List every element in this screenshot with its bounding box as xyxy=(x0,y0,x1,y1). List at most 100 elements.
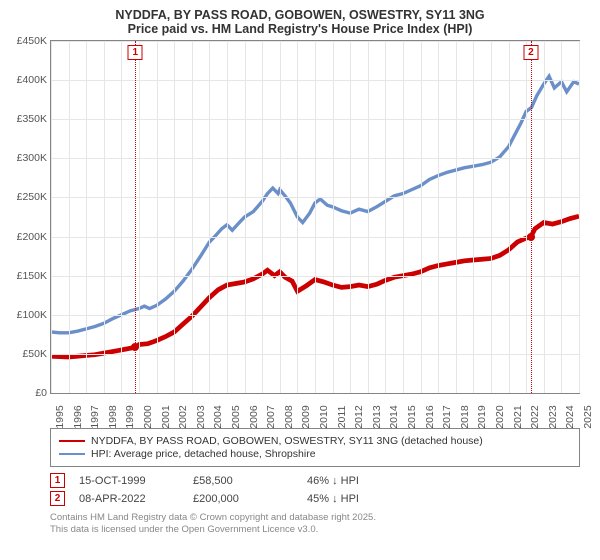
x-axis-label: 2005 xyxy=(227,405,242,428)
sale-detail-badge: 1 xyxy=(50,473,65,488)
sale-detail-rows: 115-OCT-1999£58,50046% ↓ HPI208-APR-2022… xyxy=(50,473,580,506)
plot-area: £0£50K£100K£150K£200K£250K£300K£350K£400… xyxy=(50,40,580,394)
x-axis-label: 1998 xyxy=(104,405,119,428)
sale-marker-badge: 1 xyxy=(128,45,143,60)
x-axis-label: 2025 xyxy=(579,405,594,428)
gridline-v xyxy=(368,41,369,393)
legend-swatch-price-paid xyxy=(59,440,85,442)
x-axis-label: 2013 xyxy=(368,405,383,428)
sale-vs-hpi: 45% ↓ HPI xyxy=(307,493,407,505)
sale-date: 08-APR-2022 xyxy=(79,493,179,505)
x-axis-label: 2022 xyxy=(526,405,541,428)
sale-date: 15-OCT-1999 xyxy=(79,475,179,487)
plot-outer: £0£50K£100K£150K£200K£250K£300K£350K£400… xyxy=(50,40,580,422)
gridline-v xyxy=(51,41,52,393)
y-axis-label: £400K xyxy=(17,74,51,86)
gridline-v xyxy=(280,41,281,393)
gridline-v xyxy=(315,41,316,393)
legend-label-price-paid: NYDDFA, BY PASS ROAD, GOBOWEN, OSWESTRY,… xyxy=(91,435,483,447)
sale-detail-row: 115-OCT-1999£58,50046% ↓ HPI xyxy=(50,473,580,488)
x-axis-label: 1996 xyxy=(69,405,84,428)
gridline-v xyxy=(561,41,562,393)
gridline-v xyxy=(69,41,70,393)
x-axis-label: 2017 xyxy=(438,405,453,428)
sale-vs-hpi: 46% ↓ HPI xyxy=(307,475,407,487)
gridline-v xyxy=(526,41,527,393)
gridline-v xyxy=(227,41,228,393)
x-axis-label: 2016 xyxy=(421,405,436,428)
y-axis-label: £0 xyxy=(35,387,51,399)
sale-marker-badge: 2 xyxy=(523,45,538,60)
gridline-v xyxy=(456,41,457,393)
sale-detail-row: 2 08-APR-2022 £200,000 45% ↓ HPI xyxy=(50,491,580,506)
x-axis-label: 2018 xyxy=(456,405,471,428)
gridline-v xyxy=(209,41,210,393)
title-line-1: NYDDFA, BY PASS ROAD, GOBOWEN, OSWESTRY,… xyxy=(12,8,588,22)
x-axis-label: 2011 xyxy=(333,406,348,429)
x-axis-label: 1995 xyxy=(51,405,66,428)
x-axis-label: 2010 xyxy=(315,405,330,428)
gridline-v xyxy=(174,41,175,393)
legend-label-hpi: HPI: Average price, detached house, Shro… xyxy=(91,448,316,460)
legend-item-price-paid: NYDDFA, BY PASS ROAD, GOBOWEN, OSWESTRY,… xyxy=(59,435,571,447)
x-axis-label: 2000 xyxy=(139,405,154,428)
legend: NYDDFA, BY PASS ROAD, GOBOWEN, OSWESTRY,… xyxy=(50,428,580,467)
x-axis-label: 2002 xyxy=(174,405,189,428)
y-axis-label: £100K xyxy=(17,309,51,321)
gridline-v xyxy=(262,41,263,393)
x-axis-label: 1999 xyxy=(121,405,136,428)
sale-marker-line xyxy=(531,41,532,393)
gridline-v xyxy=(139,41,140,393)
x-axis-label: 2024 xyxy=(561,405,576,428)
x-axis-label: 2014 xyxy=(385,405,400,428)
gridline-v xyxy=(544,41,545,393)
x-axis-label: 2004 xyxy=(209,405,224,428)
x-axis-label: 2019 xyxy=(473,405,488,428)
gridline-v xyxy=(473,41,474,393)
gridline-v xyxy=(121,41,122,393)
y-axis-label: £150K xyxy=(17,270,51,282)
footer-note: Contains HM Land Registry data © Crown c… xyxy=(50,512,588,536)
gridline-v xyxy=(438,41,439,393)
y-axis-label: £350K xyxy=(17,113,51,125)
x-axis-label: 2023 xyxy=(544,405,559,428)
gridline-v xyxy=(491,41,492,393)
x-axis-label: 2015 xyxy=(403,405,418,428)
x-axis-label: 1997 xyxy=(86,405,101,428)
gridline-v xyxy=(104,41,105,393)
gridline-v xyxy=(403,41,404,393)
y-axis-label: £200K xyxy=(17,231,51,243)
gridline-v xyxy=(245,41,246,393)
footer-line-1: Contains HM Land Registry data © Crown c… xyxy=(50,512,588,524)
gridline-v xyxy=(86,41,87,393)
gridline-v xyxy=(509,41,510,393)
chart-title: NYDDFA, BY PASS ROAD, GOBOWEN, OSWESTRY,… xyxy=(12,8,588,36)
gridline-v xyxy=(333,41,334,393)
x-axis-label: 2021 xyxy=(509,405,524,428)
x-axis-label: 2001 xyxy=(157,405,172,428)
x-axis-label: 2007 xyxy=(262,405,277,428)
x-axis-label: 2008 xyxy=(280,405,295,428)
y-axis-label: £300K xyxy=(17,152,51,164)
footer-line-2: This data is licensed under the Open Gov… xyxy=(50,524,588,536)
x-axis-label: 2003 xyxy=(192,405,207,428)
gridline-v xyxy=(192,41,193,393)
gridline-v xyxy=(157,41,158,393)
gridline-v xyxy=(297,41,298,393)
sale-marker-dot xyxy=(527,233,535,241)
sale-marker-line xyxy=(135,41,136,393)
legend-swatch-hpi xyxy=(59,453,85,455)
x-axis-label: 2020 xyxy=(491,405,506,428)
x-axis-label: 2009 xyxy=(297,405,312,428)
sale-price: £200,000 xyxy=(193,493,293,505)
x-axis-label: 2006 xyxy=(245,405,260,428)
gridline-v xyxy=(579,41,580,393)
gridline-v xyxy=(421,41,422,393)
title-line-2: Price paid vs. HM Land Registry's House … xyxy=(12,22,588,36)
gridline-v xyxy=(350,41,351,393)
y-axis-label: £250K xyxy=(17,191,51,203)
sale-detail-badge: 2 xyxy=(50,491,65,506)
chart-container: NYDDFA, BY PASS ROAD, GOBOWEN, OSWESTRY,… xyxy=(0,0,600,560)
gridline-v xyxy=(385,41,386,393)
legend-item-hpi: HPI: Average price, detached house, Shro… xyxy=(59,448,571,460)
